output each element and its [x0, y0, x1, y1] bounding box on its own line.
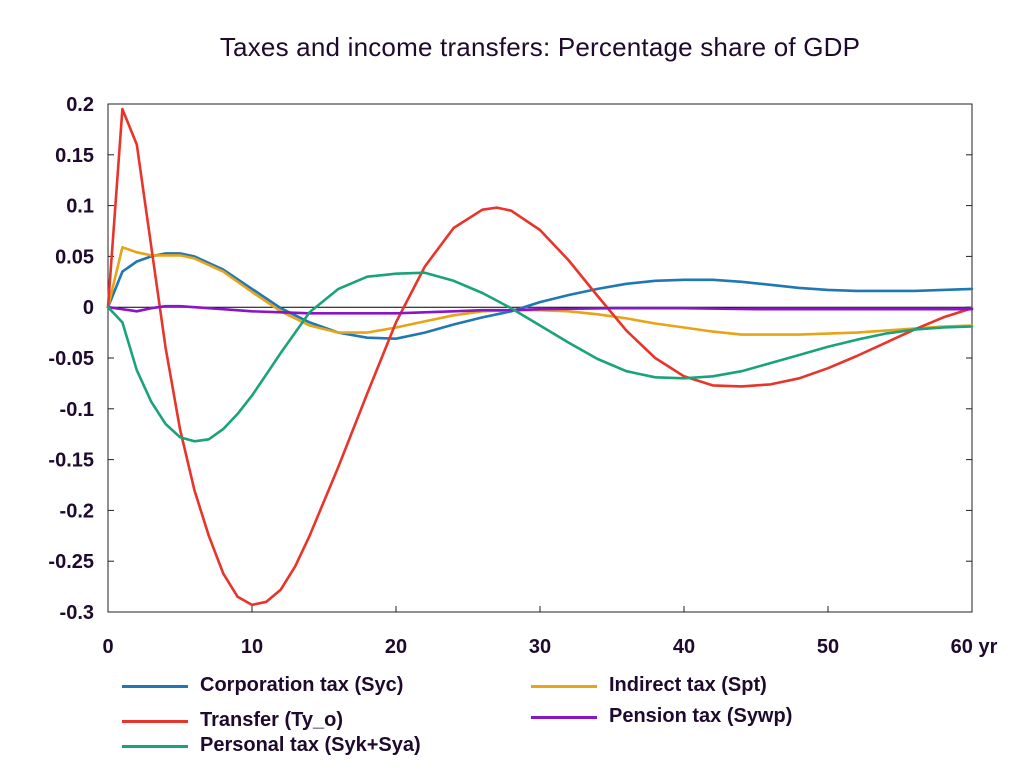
y-tick-label: 0.1 — [66, 196, 94, 218]
legend-item-indirect-tax: Indirect tax (Spt) — [531, 674, 851, 698]
y-tick-label: -0.3 — [60, 602, 94, 624]
series-line-transfer-ty-o — [106, 107, 974, 607]
x-tick-label: 60 yr — [951, 636, 998, 658]
legend-item-pension-tax: Pension tax (Sywp) — [531, 705, 851, 729]
legend-swatch-indirect-tax — [531, 685, 597, 688]
y-tick-label: 0.2 — [66, 94, 94, 116]
x-tick-label: 0 — [102, 636, 113, 658]
x-tick-label: 30 — [529, 636, 551, 658]
legend-item-transfer: Transfer (Ty_o) — [122, 709, 462, 733]
legend-label-personal-tax: Personal tax (Syk+Sya) — [200, 734, 421, 756]
x-tick-label: 50 — [817, 636, 839, 658]
legend-swatch-personal-tax — [122, 745, 188, 748]
y-tick-label: -0.1 — [60, 399, 94, 421]
series-lines — [106, 107, 974, 607]
legend-label-corporation-tax: Corporation tax (Syc) — [200, 674, 404, 696]
x-axis: 0 10 20 30 40 50 60 yr — [102, 606, 998, 658]
legend-item-corporation-tax: Corporation tax (Syc) — [122, 674, 462, 698]
series-line-corporation-tax-syc — [106, 252, 974, 341]
y-axis: 0.2 0.15 0.1 0.05 0 -0.05 -0.1 -0.15 -0.2 -0.25 -0… — [48, 94, 972, 624]
y-tick-label: -0.2 — [60, 500, 94, 522]
y-tick-label: -0.15 — [48, 450, 94, 472]
legend-swatch-transfer — [122, 720, 188, 723]
y-tick-label: 0 — [83, 297, 94, 319]
x-tick-label: 40 — [673, 636, 695, 658]
x-tick-label: 10 — [241, 636, 263, 658]
legend-item-personal-tax: Personal tax (Syk+Sya) — [122, 734, 482, 758]
series-line-personal-tax-syk-sya — [106, 271, 974, 443]
y-tick-label: -0.25 — [48, 551, 94, 573]
series-line-pension-tax-sywp — [106, 304, 974, 315]
legend-label-indirect-tax: Indirect tax (Spt) — [609, 674, 767, 696]
chart-title: Taxes and income transfers: Percentage s… — [219, 32, 861, 62]
legend-label-transfer: Transfer (Ty_o) — [200, 709, 343, 731]
y-tick-label: 0.15 — [55, 145, 94, 167]
x-tick-label: 20 — [385, 636, 407, 658]
legend-swatch-corporation-tax — [122, 685, 188, 688]
plot-frame — [107, 103, 973, 613]
y-tick-label: -0.05 — [48, 348, 94, 370]
y-tick-label: 0.05 — [55, 246, 94, 268]
legend-swatch-pension-tax — [531, 716, 597, 719]
legend-label-pension-tax: Pension tax (Sywp) — [609, 705, 793, 727]
